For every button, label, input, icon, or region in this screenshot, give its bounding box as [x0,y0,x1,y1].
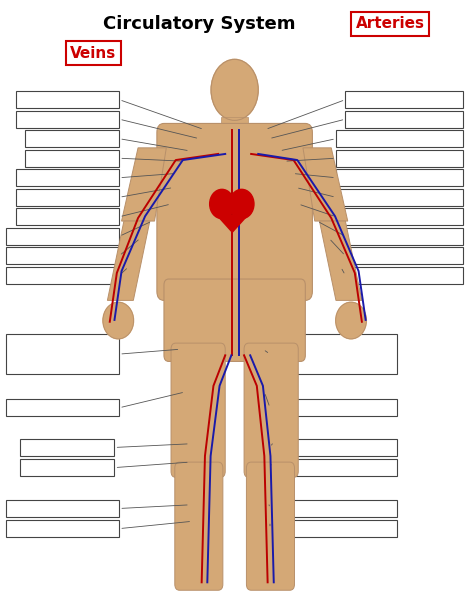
Ellipse shape [229,189,254,219]
FancyBboxPatch shape [346,110,463,128]
FancyBboxPatch shape [164,279,305,362]
FancyBboxPatch shape [246,462,294,590]
FancyBboxPatch shape [346,247,463,264]
FancyBboxPatch shape [6,267,119,284]
Text: Arteries: Arteries [356,17,425,31]
FancyBboxPatch shape [336,130,463,147]
Ellipse shape [103,302,134,339]
FancyBboxPatch shape [244,343,298,478]
Polygon shape [121,148,166,221]
FancyBboxPatch shape [16,189,119,206]
FancyBboxPatch shape [16,91,119,108]
FancyBboxPatch shape [346,267,463,284]
FancyBboxPatch shape [270,520,397,537]
FancyBboxPatch shape [6,334,119,374]
FancyBboxPatch shape [270,334,397,374]
FancyBboxPatch shape [16,169,119,186]
FancyBboxPatch shape [171,343,225,478]
Ellipse shape [336,302,366,339]
FancyBboxPatch shape [270,459,397,476]
FancyBboxPatch shape [6,500,119,517]
FancyBboxPatch shape [25,130,119,147]
Text: Circulatory System: Circulatory System [103,15,296,33]
Polygon shape [319,221,362,300]
FancyBboxPatch shape [20,459,115,476]
FancyBboxPatch shape [270,439,397,456]
FancyBboxPatch shape [346,91,463,108]
Text: Veins: Veins [70,46,117,61]
FancyBboxPatch shape [6,228,119,245]
FancyBboxPatch shape [6,520,119,537]
FancyBboxPatch shape [175,462,223,590]
Ellipse shape [210,189,234,219]
FancyBboxPatch shape [16,208,119,226]
FancyBboxPatch shape [220,116,248,134]
FancyBboxPatch shape [336,169,463,186]
FancyBboxPatch shape [270,500,397,517]
FancyBboxPatch shape [16,110,119,128]
FancyBboxPatch shape [6,399,119,416]
FancyBboxPatch shape [336,150,463,167]
FancyBboxPatch shape [270,399,397,416]
Polygon shape [108,221,150,300]
FancyBboxPatch shape [6,247,119,264]
Polygon shape [303,148,348,221]
FancyBboxPatch shape [346,228,463,245]
FancyBboxPatch shape [25,150,119,167]
FancyBboxPatch shape [336,208,463,226]
Polygon shape [216,215,249,234]
Ellipse shape [211,59,258,120]
FancyBboxPatch shape [20,439,115,456]
FancyBboxPatch shape [157,123,312,300]
FancyBboxPatch shape [336,189,463,206]
